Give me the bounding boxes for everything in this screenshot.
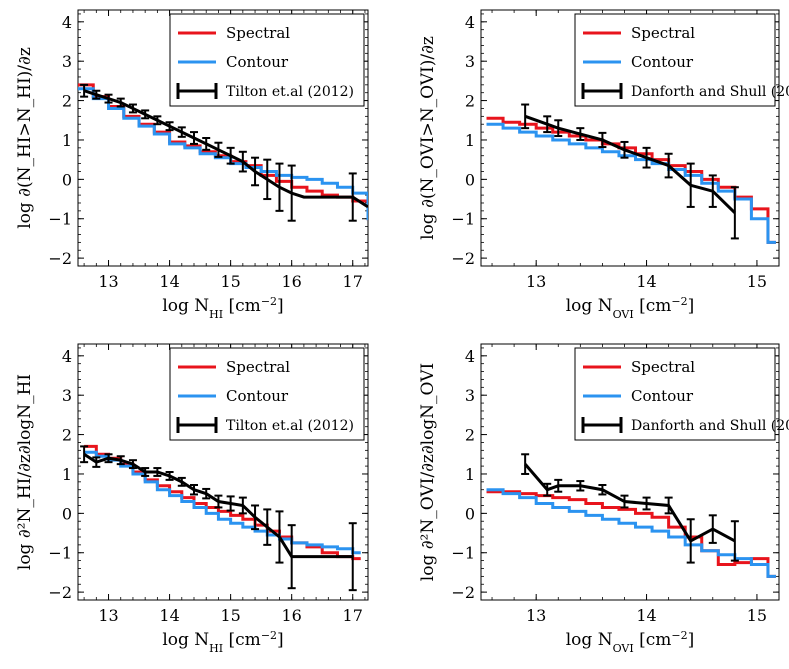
- y-tick-label: 0: [62, 170, 72, 189]
- y-tick-label: 2: [62, 426, 72, 445]
- x-axis-label: log NHI [cm−2]: [162, 629, 283, 655]
- x-tick-label: 13: [526, 272, 546, 291]
- y-axis-label: log ∂²N_HI/∂z∂logN_HI: [15, 374, 35, 570]
- y-tick-label: 0: [62, 504, 72, 523]
- y-tick-label: 3: [465, 52, 475, 71]
- y-tick-label: 4: [465, 13, 475, 32]
- y-tick-label: −2: [451, 249, 475, 268]
- legend-observed-label: Tilton et.al (2012): [226, 418, 354, 434]
- plot-frame: [480, 9, 780, 267]
- y-tick-label: 1: [62, 465, 72, 484]
- x-axis-label: log NOVI [cm−2]: [566, 295, 695, 321]
- legend: Spectral Contour Tilton et.al (2012): [169, 13, 365, 107]
- legend: Spectral Contour Danforth and Shull (2008): [574, 347, 789, 441]
- x-tick-label: 15: [747, 272, 767, 291]
- observed-line: [524, 463, 736, 543]
- y-tick-label: −1: [451, 210, 475, 229]
- y-tick-label: −1: [48, 544, 72, 563]
- y-tick-label: 2: [465, 92, 475, 111]
- y-tick-label: −1: [48, 210, 72, 229]
- x-tick-label: 15: [220, 272, 240, 291]
- y-tick-label: 2: [465, 426, 475, 445]
- series-group: [80, 444, 361, 592]
- y-tick-label: 1: [465, 465, 475, 484]
- spectral-line: [486, 116, 776, 244]
- y-tick-label: −2: [48, 583, 72, 602]
- legend-observed-label: Danforth and Shull (2008): [631, 418, 789, 434]
- y-tick-label: 0: [465, 170, 475, 189]
- legend: Spectral Contour Danforth and Shull (2008): [574, 13, 789, 107]
- series-group: [486, 103, 776, 244]
- y-tick-label: 1: [465, 131, 475, 150]
- x-axis-label: log NOVI [cm−2]: [566, 629, 695, 655]
- spectral-line: [486, 490, 776, 578]
- x-tick-label: 17: [343, 272, 363, 291]
- legend-observed-label: Tilton et.al (2012): [226, 84, 354, 100]
- y-axis-label: log ∂(N_OVI>N_OVI)/∂z: [418, 36, 438, 240]
- legend-observed-label: Danforth and Shull (2008): [631, 84, 789, 100]
- y-tick-label: 3: [465, 386, 475, 405]
- y-tick-label: 0: [465, 504, 475, 523]
- plot-frame: [77, 343, 369, 601]
- y-tick-label: 4: [62, 347, 72, 366]
- series-group: [486, 453, 776, 578]
- x-tick-label: 15: [747, 606, 767, 625]
- legend-spectral-label: Spectral: [631, 24, 695, 42]
- x-tick-label: 13: [98, 606, 118, 625]
- legend-spectral-label: Spectral: [226, 24, 290, 42]
- x-tick-label: 13: [526, 606, 546, 625]
- x-tick-label: 14: [636, 272, 656, 291]
- legend-contour-label: Contour: [226, 387, 289, 405]
- legend-contour-label: Contour: [631, 387, 694, 405]
- y-tick-label: 2: [62, 92, 72, 111]
- y-axis-label: log ∂(N_HI>N_HI)/∂z: [15, 47, 35, 229]
- x-tick-label: 17: [343, 606, 363, 625]
- y-tick-label: −2: [451, 583, 475, 602]
- legend-spectral-label: Spectral: [631, 358, 695, 376]
- panel-top-left: −2 −1 0 1 2 3 4 13 14 15 16 17 log NHI [cm−2] log ∂(N…: [15, 9, 369, 321]
- x-tick-label: 14: [636, 606, 656, 625]
- x-axis-label: log NHI [cm−2]: [162, 295, 283, 321]
- y-tick-label: 4: [465, 347, 475, 366]
- y-tick-label: 1: [62, 131, 72, 150]
- x-tick-label: 16: [282, 272, 302, 291]
- legend-spectral-label: Spectral: [226, 358, 290, 376]
- x-tick-label: 14: [159, 272, 179, 291]
- y-tick-label: 4: [62, 13, 72, 32]
- contour-line: [486, 122, 776, 244]
- observed-line: [83, 89, 368, 209]
- y-axis-label: log ∂²N_OVI/∂z∂logN_OVI: [418, 363, 438, 581]
- x-tick-label: 16: [282, 606, 302, 625]
- x-tick-label: 15: [220, 606, 240, 625]
- series-group: [78, 83, 368, 222]
- plot-frame: [480, 343, 780, 601]
- panel-top-right: −2 −1 0 1 2 3 4 13 14 15 log NOVI [cm−2] log ∂(N_OV…: [418, 9, 789, 321]
- y-tick-label: 3: [62, 386, 72, 405]
- plot-frame: [77, 9, 369, 267]
- legend-contour-label: Contour: [226, 53, 289, 71]
- legend-contour-label: Contour: [631, 53, 694, 71]
- y-tick-label: −1: [451, 544, 475, 563]
- panel-bottom-right: −2 −1 0 1 2 3 4 13 14 15 log NOVI [cm−2] log ∂²N_OV…: [418, 343, 789, 655]
- x-tick-label: 13: [98, 272, 118, 291]
- x-tick-label: 14: [159, 606, 179, 625]
- y-tick-label: −2: [48, 249, 72, 268]
- y-tick-label: 3: [62, 52, 72, 71]
- legend: Spectral Contour Tilton et.al (2012): [169, 347, 365, 441]
- panel-bottom-left: −2 −1 0 1 2 3 4 13 14 15 16 17 log NHI [cm−2] log ∂²N…: [15, 343, 369, 655]
